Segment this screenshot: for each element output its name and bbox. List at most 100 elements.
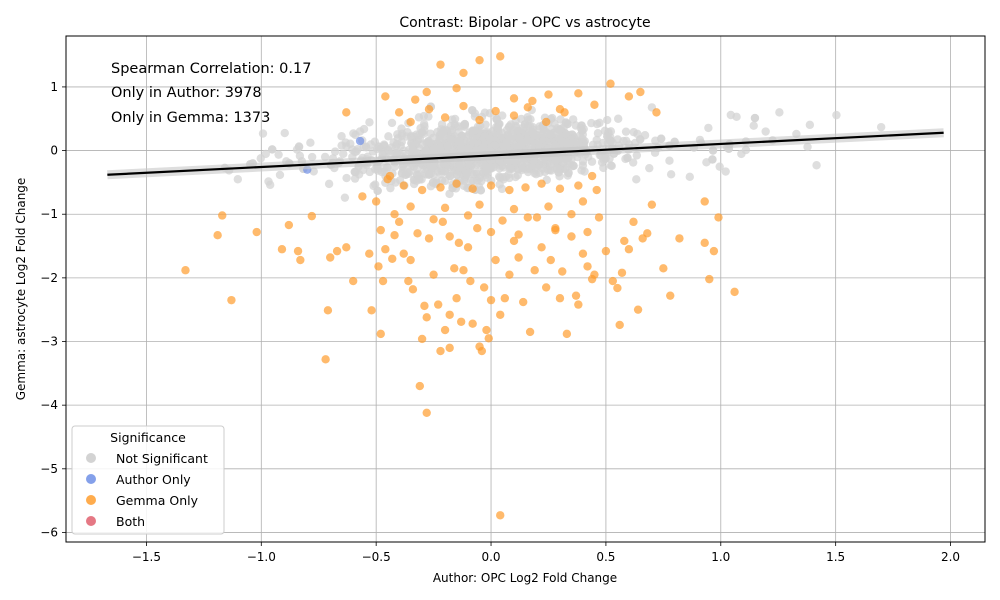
point-not-significant: [546, 166, 556, 175]
point-not-significant: [233, 175, 243, 184]
legend-marker-not-significant: [86, 453, 96, 463]
point-gemma-only: [592, 185, 601, 195]
regression-line-group: [107, 128, 944, 180]
point-not-significant: [456, 143, 466, 153]
point-gemma-only: [496, 511, 505, 520]
point-not-significant: [493, 123, 502, 132]
point-not-significant: [623, 153, 632, 163]
point-not-significant: [546, 130, 555, 139]
point-gemma-only: [498, 216, 507, 225]
point-gemma-only: [544, 202, 553, 211]
y-tick-label: −4: [40, 398, 58, 412]
point-gemma-only: [332, 246, 342, 256]
point-not-significant: [761, 127, 770, 136]
point-gemma-only: [551, 225, 560, 235]
point-gemma-only: [436, 60, 445, 69]
point-gemma-only: [459, 266, 468, 275]
point-gemma-only: [659, 264, 668, 273]
point-not-significant: [337, 132, 346, 141]
point-not-significant: [498, 172, 507, 182]
point-not-significant: [523, 115, 533, 125]
point-not-significant: [348, 145, 357, 154]
point-gemma-only: [417, 334, 427, 344]
point-not-significant: [750, 113, 760, 123]
point-gemma-only: [486, 181, 496, 190]
point-gemma-only: [365, 249, 374, 258]
point-not-significant: [408, 145, 418, 154]
point-not-significant: [492, 115, 501, 124]
point-gemma-only: [583, 262, 592, 271]
point-gemma-only: [514, 253, 523, 262]
legend-label-gemma-only: Gemma Only: [116, 493, 199, 508]
point-gemma-only: [571, 291, 581, 300]
point-not-significant: [656, 134, 666, 143]
y-tick-label: −3: [40, 335, 58, 349]
point-gemma-only: [440, 113, 450, 122]
point-not-significant: [292, 145, 302, 154]
point-not-significant: [350, 167, 360, 177]
point-gemma-only: [408, 285, 418, 294]
point-not-significant: [397, 169, 407, 178]
point-gemma-only: [424, 104, 434, 114]
point-not-significant: [876, 122, 886, 132]
point-gemma-only: [523, 103, 532, 112]
x-tick-label: 2.0: [941, 550, 960, 564]
point-not-significant: [392, 139, 402, 149]
point-gemma-only: [411, 95, 420, 104]
plot-frame: [65, 35, 986, 543]
y-tick-label: −5: [40, 462, 58, 476]
point-gemma-only: [620, 236, 629, 246]
point-gemma-only: [486, 295, 496, 305]
point-not-significant: [565, 139, 575, 148]
point-not-significant: [540, 167, 550, 177]
point-not-significant: [383, 163, 392, 172]
point-gemma-only: [567, 232, 576, 241]
point-not-significant: [265, 180, 275, 190]
point-not-significant: [258, 129, 268, 138]
point-gemma-only: [424, 234, 434, 243]
point-not-significant: [468, 132, 478, 142]
point-not-significant: [462, 169, 471, 179]
point-not-significant: [497, 184, 507, 194]
point-gemma-only: [484, 334, 493, 343]
point-not-significant: [443, 142, 453, 151]
point-not-significant: [440, 166, 450, 176]
annotation-only-gemma: Only in Gemma: 1373: [111, 110, 270, 126]
point-gemma-only: [321, 355, 330, 364]
point-gemma-only: [293, 246, 303, 256]
point-not-significant: [505, 163, 515, 172]
point-not-significant: [505, 173, 514, 183]
point-gemma-only: [420, 301, 429, 311]
point-not-significant: [812, 161, 821, 170]
point-not-significant: [402, 132, 411, 141]
point-gemma-only: [394, 217, 404, 227]
point-not-significant: [741, 145, 751, 155]
chart-title: Contrast: Bipolar - OPC vs astrocyte: [399, 15, 650, 31]
point-gemma-only: [433, 300, 443, 309]
point-not-significant: [374, 142, 383, 151]
point-not-significant: [419, 119, 429, 129]
point-not-significant: [412, 170, 422, 179]
point-gemma-only: [544, 90, 553, 99]
point-not-significant: [603, 132, 612, 141]
point-gemma-only: [371, 197, 381, 206]
point-gemma-only: [406, 202, 415, 211]
point-gemma-only: [181, 266, 190, 275]
point-not-significant: [424, 170, 434, 179]
point-not-significant: [274, 150, 283, 159]
point-not-significant: [339, 149, 348, 159]
point-gemma-only: [541, 283, 551, 292]
point-gemma-only: [440, 203, 450, 213]
point-gemma-only: [560, 108, 569, 117]
point-not-significant: [775, 108, 784, 117]
point-gemma-only: [307, 211, 317, 221]
point-gemma-only: [399, 181, 408, 190]
point-not-significant: [424, 137, 433, 146]
annotation-only-author: Only in Author: 3978: [111, 85, 262, 101]
point-not-significant: [386, 183, 395, 193]
point-gemma-only: [541, 117, 551, 127]
point-not-significant: [636, 135, 645, 144]
point-not-significant: [428, 178, 438, 187]
x-tick-label: 1.5: [826, 550, 845, 564]
x-axis-title: Author: OPC Log2 Fold Change: [433, 571, 617, 585]
